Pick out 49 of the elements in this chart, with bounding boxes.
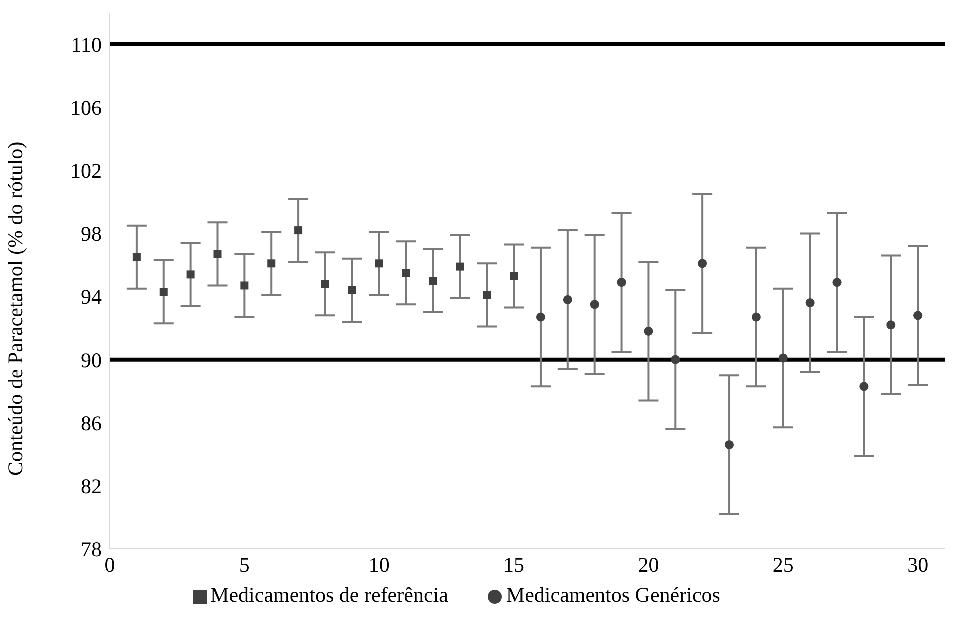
point [429, 277, 438, 285]
point [886, 320, 896, 330]
point [778, 354, 788, 363]
point [914, 311, 923, 320]
y-tick-label: 82 [81, 474, 102, 498]
point [268, 260, 276, 268]
point [752, 312, 761, 322]
legend-label: Medicamentos de referência [210, 583, 448, 607]
point [321, 280, 330, 288]
point [186, 270, 195, 279]
point [563, 295, 572, 304]
point [402, 269, 410, 278]
point [698, 259, 708, 268]
x-tick-label: 25 [772, 552, 794, 577]
x-tick-label: 5 [239, 552, 250, 577]
x-tick-label: 15 [504, 552, 525, 577]
point [294, 226, 303, 235]
point [590, 300, 600, 310]
point [214, 250, 222, 258]
y-tick-label: 90 [81, 348, 102, 372]
point [806, 298, 815, 308]
point [132, 253, 141, 262]
x-tick-label: 10 [368, 552, 390, 577]
x-tick-label: 20 [638, 552, 660, 577]
point [617, 278, 626, 288]
point [160, 288, 168, 296]
point [644, 326, 654, 336]
y-tick-label: 106 [70, 96, 102, 120]
legend-label: Medicamentos Genéricos [506, 583, 720, 607]
x-tick-label: 0 [104, 552, 116, 577]
y-tick-label: 94 [81, 285, 102, 310]
point [536, 312, 546, 322]
point [510, 272, 518, 280]
y-tick-label: 102 [70, 159, 102, 184]
point [348, 286, 356, 294]
point [860, 382, 869, 392]
point [375, 260, 384, 268]
y-tick-label: 110 [71, 32, 102, 57]
y-axis-title: Conteúdo de Paracetamol (% do rótulo) [3, 142, 28, 476]
point [456, 262, 464, 271]
point [240, 282, 249, 290]
point [483, 291, 492, 300]
y-tick-label: 86 [81, 411, 102, 436]
y-tick-label: 98 [81, 222, 102, 246]
y-tick-label: 78 [81, 537, 102, 562]
point [725, 440, 734, 450]
point [671, 355, 680, 364]
x-tick-label: 30 [908, 552, 929, 577]
point [832, 278, 842, 288]
